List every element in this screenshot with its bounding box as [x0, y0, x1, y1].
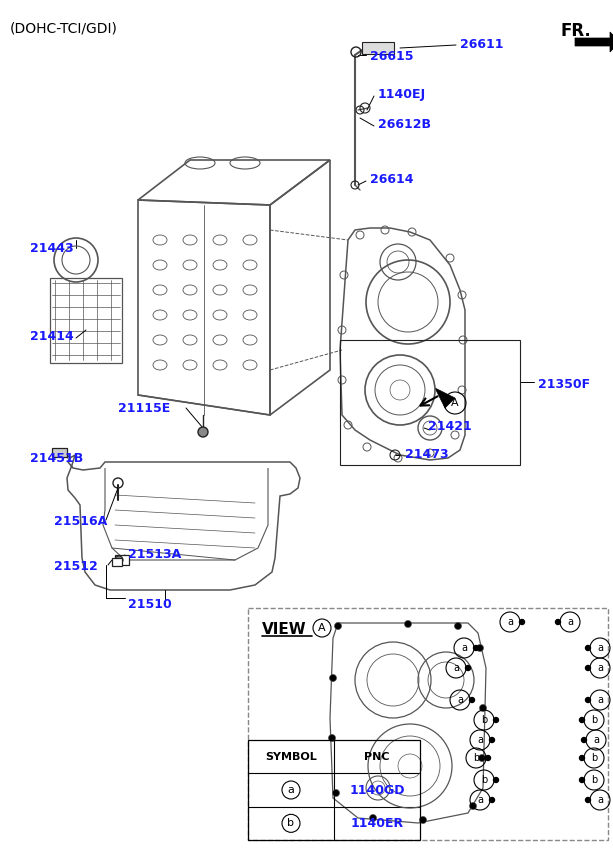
Circle shape — [330, 674, 337, 682]
Bar — [340, 340, 520, 465]
Text: a: a — [477, 735, 483, 745]
Circle shape — [585, 645, 590, 650]
Circle shape — [485, 756, 490, 761]
Text: a: a — [461, 643, 467, 653]
Text: b: b — [591, 775, 597, 785]
Circle shape — [479, 705, 487, 711]
Circle shape — [329, 734, 335, 741]
Text: b: b — [481, 775, 487, 785]
Text: 26615: 26615 — [370, 50, 414, 63]
Text: 21421: 21421 — [428, 420, 472, 433]
Text: a: a — [457, 695, 463, 705]
Circle shape — [115, 556, 123, 564]
Circle shape — [579, 778, 585, 783]
Text: 26612B: 26612B — [378, 118, 431, 131]
Circle shape — [490, 738, 495, 743]
Text: (DOHC-TCI/GDI): (DOHC-TCI/GDI) — [10, 22, 118, 36]
Bar — [248, 608, 608, 840]
Text: 1140GD: 1140GD — [349, 784, 405, 796]
Bar — [50, 278, 122, 363]
Circle shape — [419, 817, 427, 823]
Circle shape — [454, 622, 462, 629]
Text: 21473: 21473 — [405, 448, 449, 461]
Circle shape — [470, 802, 476, 810]
Text: b: b — [591, 715, 597, 725]
Text: a: a — [597, 695, 603, 705]
Text: A: A — [451, 398, 459, 408]
Text: a: a — [597, 643, 603, 653]
Bar — [52, 448, 67, 457]
Text: b: b — [481, 715, 487, 725]
Text: a: a — [287, 785, 294, 795]
Text: FR.: FR. — [560, 22, 591, 40]
Text: 26614: 26614 — [370, 173, 414, 186]
Circle shape — [579, 756, 585, 761]
Circle shape — [585, 698, 590, 702]
Bar — [362, 42, 394, 54]
Text: 21350F: 21350F — [538, 378, 590, 391]
Text: 21513A: 21513A — [128, 548, 181, 561]
Circle shape — [335, 622, 341, 629]
Circle shape — [473, 645, 479, 650]
Text: a: a — [597, 795, 603, 805]
Circle shape — [519, 620, 525, 624]
Text: a: a — [507, 617, 513, 627]
Text: 21512: 21512 — [54, 560, 97, 573]
Circle shape — [479, 755, 485, 762]
Text: b: b — [473, 753, 479, 763]
Text: a: a — [453, 663, 459, 673]
Text: a: a — [567, 617, 573, 627]
Text: VIEW: VIEW — [262, 622, 306, 637]
Bar — [115, 555, 129, 565]
Text: 21451B: 21451B — [30, 452, 83, 465]
Text: a: a — [477, 795, 483, 805]
Circle shape — [332, 789, 340, 796]
Polygon shape — [435, 388, 455, 408]
Text: A: A — [318, 623, 326, 633]
Text: 1140ER: 1140ER — [351, 817, 403, 830]
Circle shape — [490, 797, 495, 802]
Text: 21443: 21443 — [30, 242, 74, 255]
Circle shape — [493, 717, 498, 722]
Bar — [112, 558, 122, 566]
Circle shape — [582, 738, 587, 743]
Text: b: b — [287, 818, 294, 828]
Text: PNC: PNC — [364, 751, 390, 762]
Circle shape — [198, 427, 208, 437]
Circle shape — [476, 644, 484, 651]
Circle shape — [405, 621, 411, 628]
Text: 21115E: 21115E — [118, 402, 170, 415]
Circle shape — [585, 666, 590, 671]
Text: SYMBOL: SYMBOL — [265, 751, 317, 762]
Circle shape — [370, 814, 376, 822]
Circle shape — [555, 620, 560, 624]
Text: a: a — [593, 735, 599, 745]
Text: 21414: 21414 — [30, 330, 74, 343]
Circle shape — [465, 666, 471, 671]
Bar — [248, 740, 420, 840]
Text: 21516A: 21516A — [54, 515, 107, 528]
Circle shape — [585, 797, 590, 802]
Circle shape — [579, 717, 585, 722]
Text: a: a — [597, 663, 603, 673]
Circle shape — [493, 778, 498, 783]
Text: b: b — [591, 753, 597, 763]
Circle shape — [470, 698, 474, 702]
Text: 1140EJ: 1140EJ — [378, 88, 426, 101]
Text: 21510: 21510 — [128, 598, 172, 611]
Text: 26611: 26611 — [460, 38, 503, 51]
Polygon shape — [575, 32, 613, 52]
